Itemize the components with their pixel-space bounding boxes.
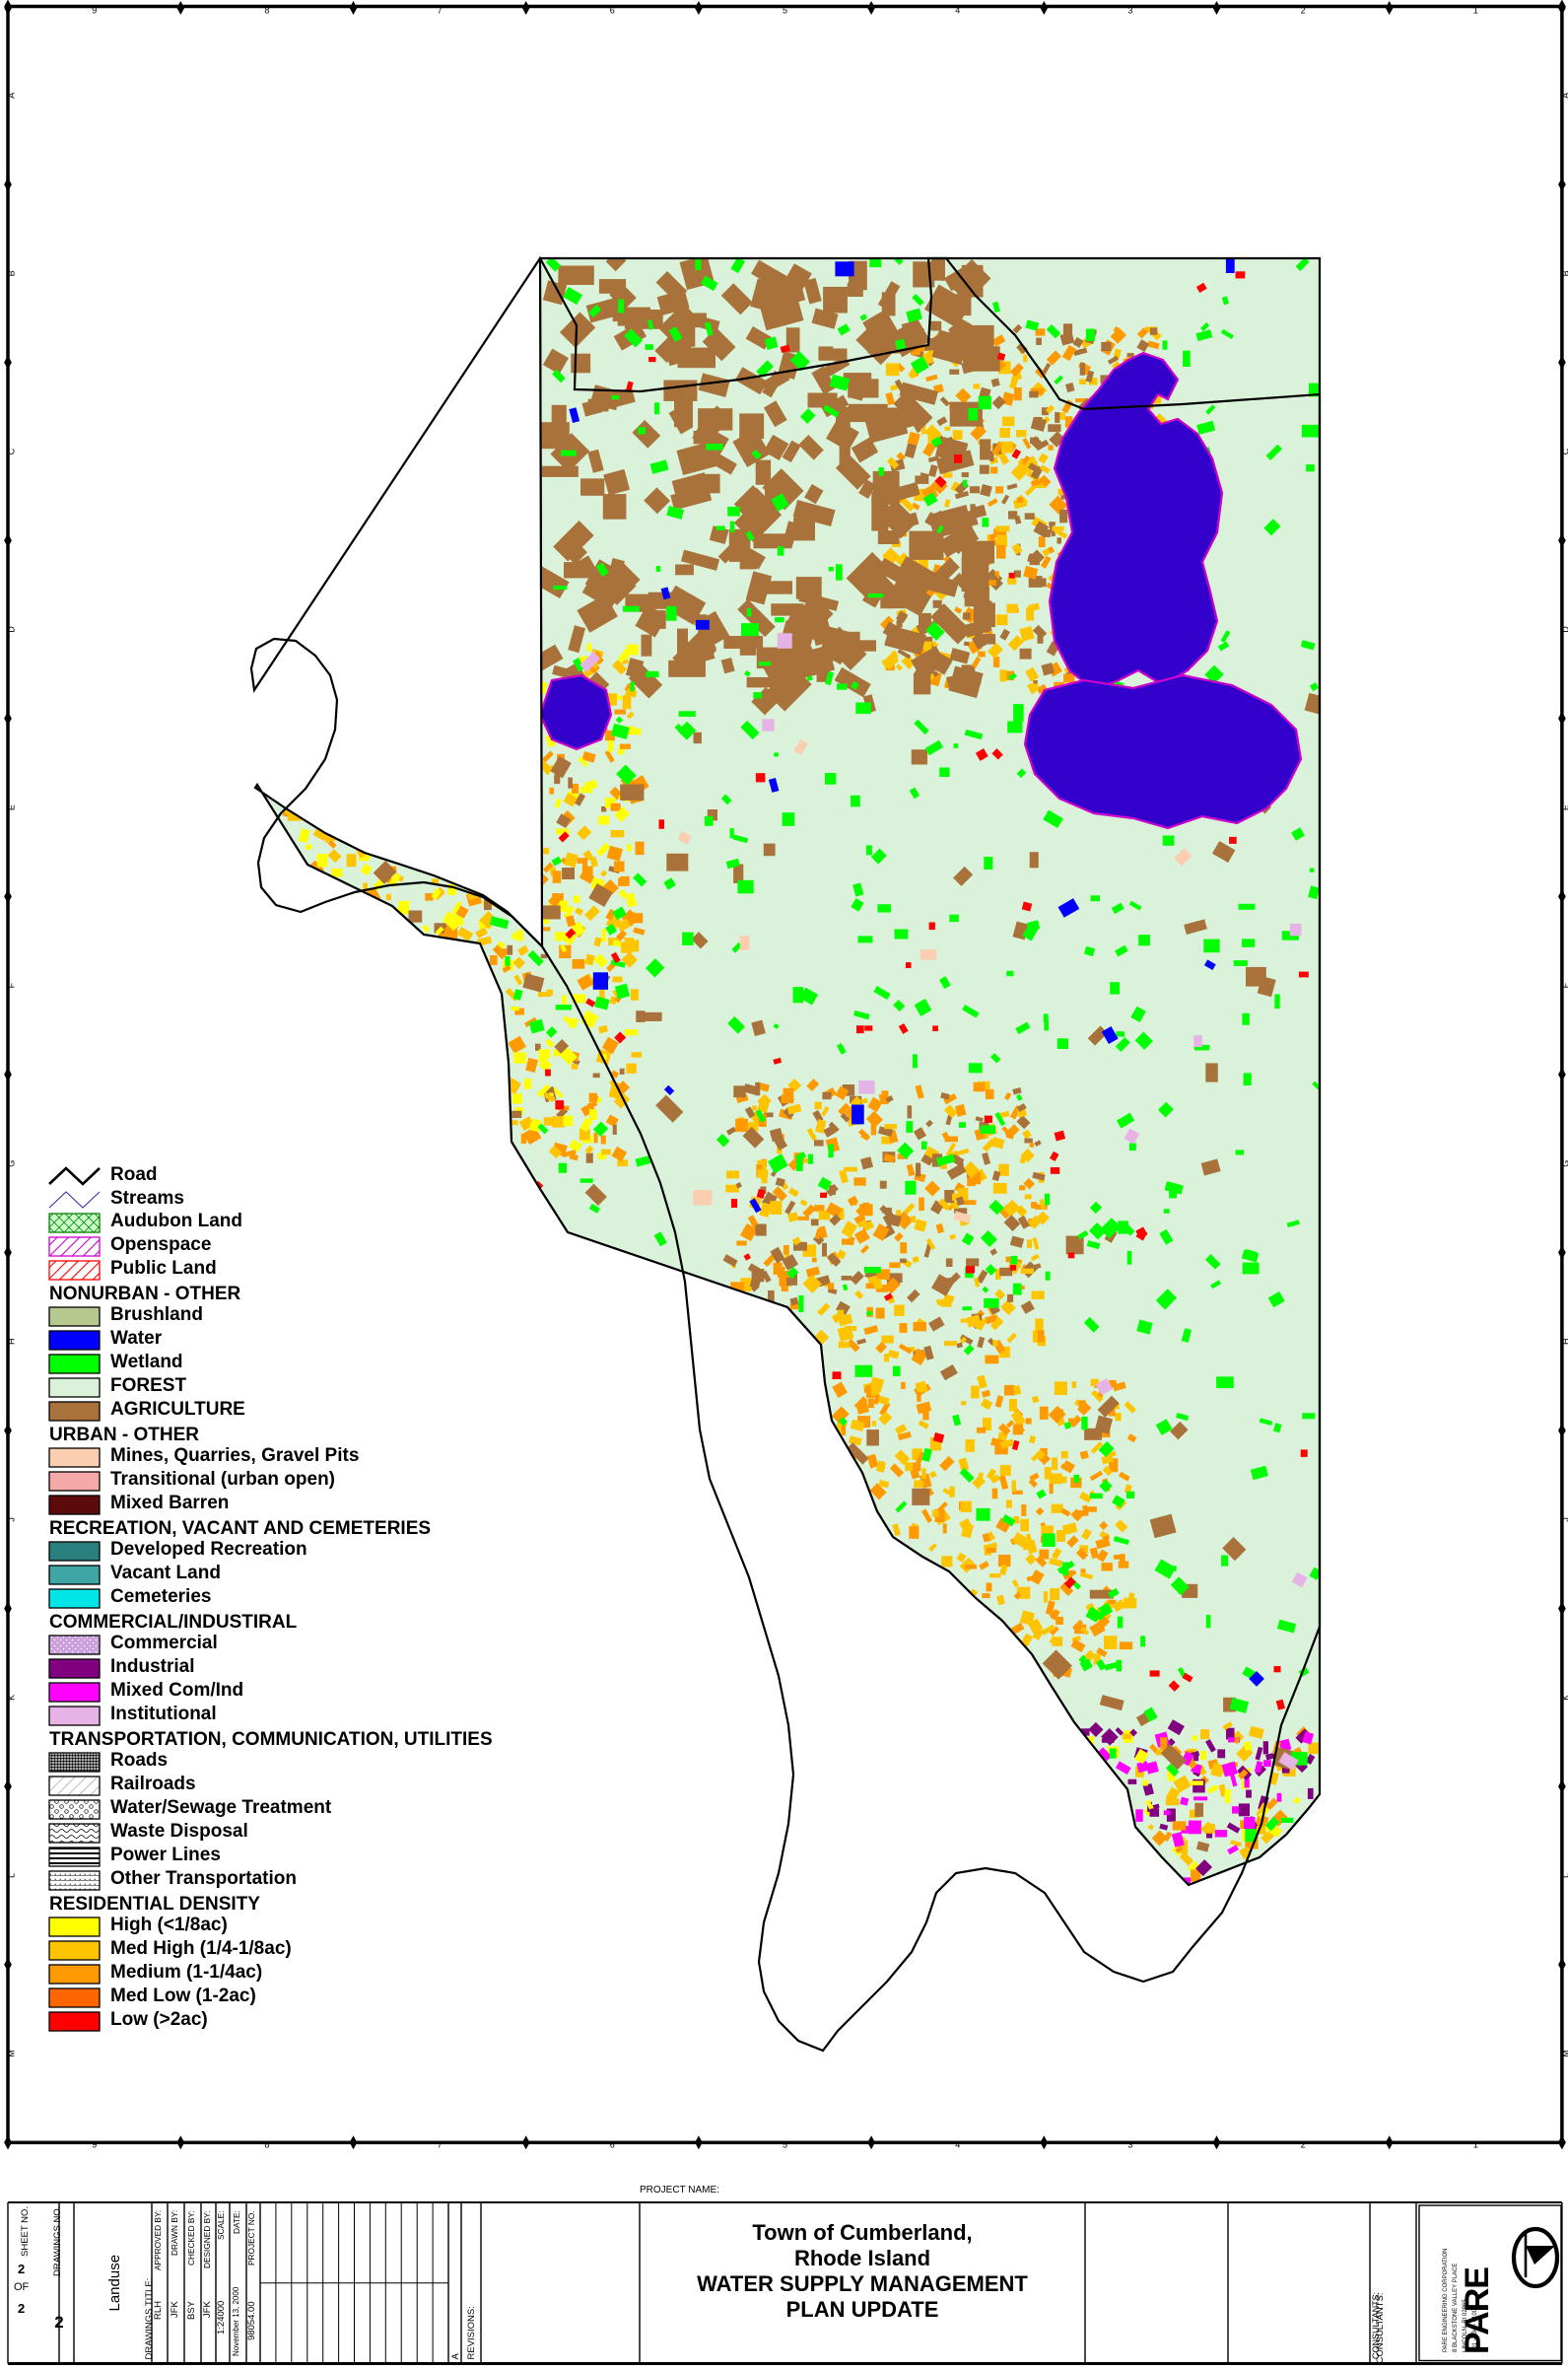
svg-text:L: L	[1560, 1873, 1568, 1878]
svg-text:D: D	[6, 626, 16, 633]
svg-text:8: 8	[264, 2140, 269, 2150]
svg-text:C: C	[1560, 448, 1568, 454]
svg-text:2: 2	[1301, 2140, 1306, 2150]
svg-text:401 - 334 - 4100: 401 - 334 - 4100	[1472, 2308, 1478, 2352]
svg-text:1: 1	[1473, 5, 1478, 15]
svg-text:9: 9	[92, 2140, 97, 2150]
svg-text:PARE ENGINEERING CORPORATION: PARE ENGINEERING CORPORATION	[1443, 2249, 1449, 2352]
svg-text:A: A	[1560, 93, 1568, 99]
svg-text:G: G	[1560, 1160, 1568, 1167]
svg-text:C: C	[6, 448, 16, 454]
svg-text:K: K	[1560, 1695, 1568, 1701]
svg-text:H: H	[1560, 1339, 1568, 1346]
svg-text:L: L	[6, 1873, 16, 1878]
svg-text:3: 3	[1127, 2140, 1132, 2150]
svg-text:F: F	[1560, 982, 1568, 988]
svg-text:9: 9	[92, 5, 97, 15]
svg-text:4: 4	[955, 2140, 960, 2150]
svg-text:3: 3	[1127, 5, 1132, 15]
svg-text:K: K	[6, 1695, 16, 1701]
svg-text:J: J	[6, 1517, 16, 1522]
svg-text:M: M	[6, 2050, 16, 2057]
svg-text:B: B	[6, 270, 16, 276]
svg-text:G: G	[6, 1160, 16, 1167]
svg-text:8 BLACKSTONE VALLEY PLACE: 8 BLACKSTONE VALLEY PLACE	[1453, 2264, 1459, 2352]
svg-text:6: 6	[610, 5, 615, 15]
svg-text:2: 2	[1301, 5, 1306, 15]
svg-text:LINCOLN, RI 02865: LINCOLN, RI 02865	[1463, 2299, 1468, 2352]
svg-text:8: 8	[264, 5, 269, 15]
svg-text:5: 5	[783, 5, 787, 15]
svg-text:5: 5	[783, 2140, 787, 2150]
svg-text:E: E	[1560, 804, 1568, 810]
svg-text:7: 7	[438, 2140, 443, 2150]
svg-text:1: 1	[1473, 2140, 1478, 2150]
svg-text:6: 6	[610, 2140, 615, 2150]
svg-text:F: F	[6, 982, 16, 988]
svg-text:D: D	[1560, 626, 1568, 633]
svg-text:E: E	[6, 804, 16, 810]
svg-text:4: 4	[955, 5, 960, 15]
svg-text:B: B	[1560, 270, 1568, 276]
svg-text:7: 7	[438, 5, 443, 15]
svg-text:J: J	[1560, 1517, 1568, 1522]
svg-text:A: A	[6, 93, 16, 99]
svg-text:H: H	[6, 1339, 16, 1346]
svg-text:M: M	[1560, 2050, 1568, 2057]
